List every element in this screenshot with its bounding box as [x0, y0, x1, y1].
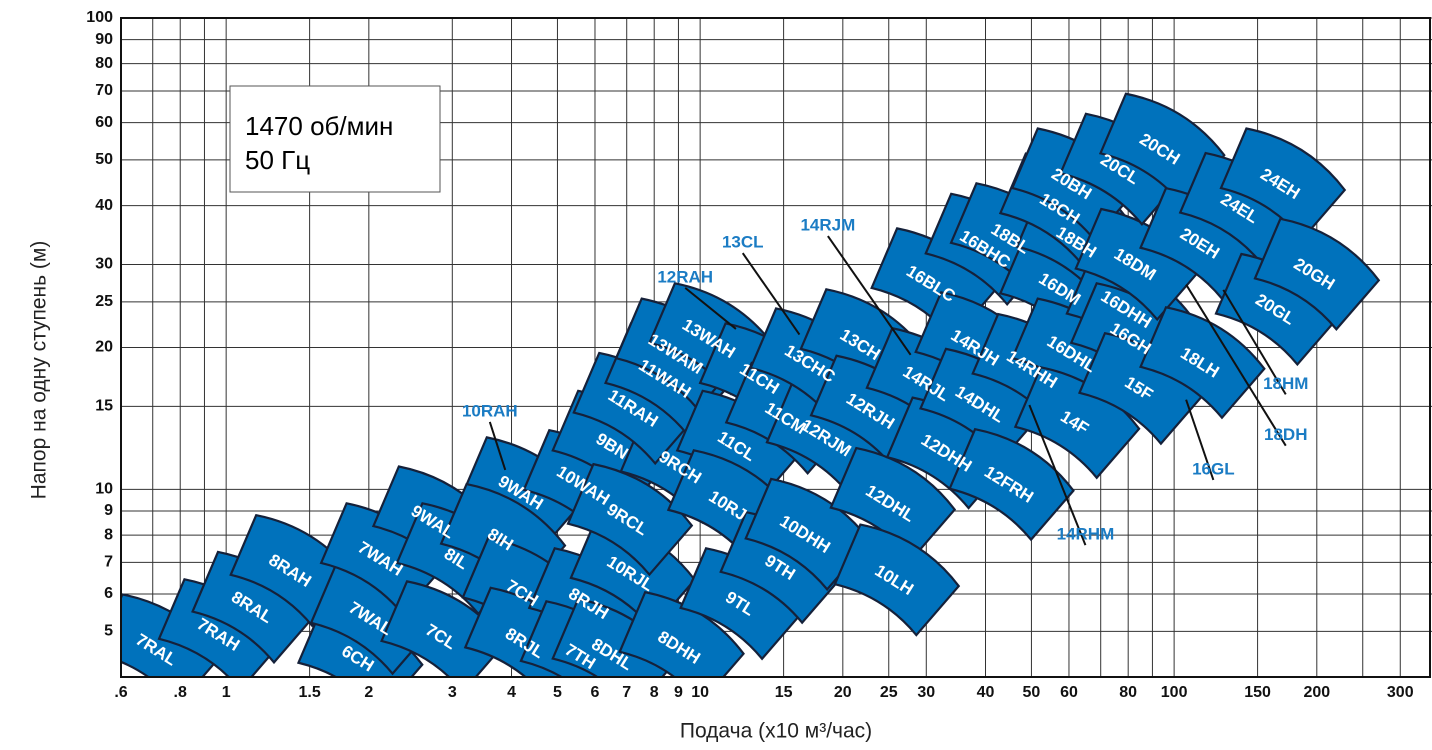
callout-label: 14RJM: [800, 216, 855, 235]
y-tick-label: 10: [95, 481, 113, 498]
x-tick-label: 1.5: [298, 684, 320, 701]
y-tick-label: 90: [95, 31, 113, 48]
leader-line: [1185, 399, 1215, 481]
y-tick-label: 100: [86, 9, 113, 26]
y-tick-label: 60: [95, 114, 113, 131]
y-tick-label: 15: [95, 398, 113, 415]
info-line: 50 Гц: [245, 145, 310, 175]
pump-region: [948, 427, 1075, 542]
y-tick-label: 8: [104, 526, 113, 543]
leader-line: [488, 421, 507, 471]
x-tick-label: 50: [1023, 684, 1041, 701]
x-tick-label: .8: [174, 684, 187, 701]
y-tick-label: 5: [104, 623, 113, 640]
x-tick-label: 8: [650, 684, 659, 701]
callout-label: 10RAH: [462, 401, 518, 420]
leader-line: [741, 252, 801, 336]
pump-region: [1219, 127, 1347, 241]
leader-line: [1028, 404, 1087, 546]
x-tick-label: 1: [222, 684, 231, 701]
callout-label: 18HM: [1263, 374, 1308, 393]
y-tick-label: 20: [95, 339, 113, 356]
leader-line: [827, 235, 912, 356]
callout-label: 14RHM: [1057, 525, 1115, 544]
pump-region: [1139, 306, 1266, 420]
regions: [121, 92, 1381, 677]
x-tick-label: 40: [977, 684, 995, 701]
x-axis-title: Подача (x10 м³/час): [680, 720, 872, 743]
x-tick-label: 5: [553, 684, 562, 701]
y-tick-label: 40: [95, 197, 113, 214]
x-tick-label: 15: [775, 684, 793, 701]
x-tick-label: 200: [1303, 684, 1330, 701]
pump-region: [1098, 92, 1226, 206]
x-tick-label: 150: [1244, 684, 1271, 701]
info-box: [229, 85, 441, 193]
y-tick-label: 30: [95, 256, 113, 273]
x-tick-label: 60: [1060, 684, 1078, 701]
y-axis-title: Напор на одну ступень (м): [28, 241, 51, 500]
leader-line: [1222, 289, 1287, 395]
leader-line: [1185, 284, 1287, 447]
x-tick-label: 30: [917, 684, 935, 701]
x-tick-label: 80: [1119, 684, 1137, 701]
x-tick-label: 2: [364, 684, 373, 701]
y-tick-label: 25: [95, 293, 113, 310]
x-tick-label: 7: [622, 684, 631, 701]
callout-label: 18DH: [1264, 425, 1307, 444]
callout-label: 13CL: [722, 233, 764, 252]
leader-line: [684, 287, 737, 330]
x-tick-label: 300: [1387, 684, 1414, 701]
y-tick-label: 7: [104, 554, 113, 571]
plot-frame: [120, 17, 1431, 678]
pump-region: [833, 523, 961, 637]
pump-region: [1253, 217, 1381, 331]
pump-region: [1013, 366, 1141, 480]
callout-label: 12RAH: [657, 267, 713, 286]
y-tick-label: 70: [95, 82, 113, 99]
x-tick-label: 100: [1161, 684, 1188, 701]
x-tick-label: 6: [591, 684, 600, 701]
info-line: 1470 об/мин: [245, 111, 393, 141]
y-tick-label: 50: [95, 151, 113, 168]
x-tick-label: .6: [114, 684, 127, 701]
x-tick-label: 3: [448, 684, 457, 701]
x-tick-label: 4: [507, 684, 516, 701]
y-tick-label: 6: [104, 585, 113, 602]
x-tick-label: 25: [880, 684, 898, 701]
y-tick-label: 9: [104, 502, 113, 519]
x-tick-label: 20: [834, 684, 852, 701]
x-tick-label: 9: [674, 684, 683, 701]
pump-region: [618, 590, 745, 677]
pump-region: [566, 462, 694, 577]
callout-label: 16GL: [1192, 459, 1235, 478]
y-tick-label: 80: [95, 55, 113, 72]
x-tick-label: 10: [691, 684, 709, 701]
